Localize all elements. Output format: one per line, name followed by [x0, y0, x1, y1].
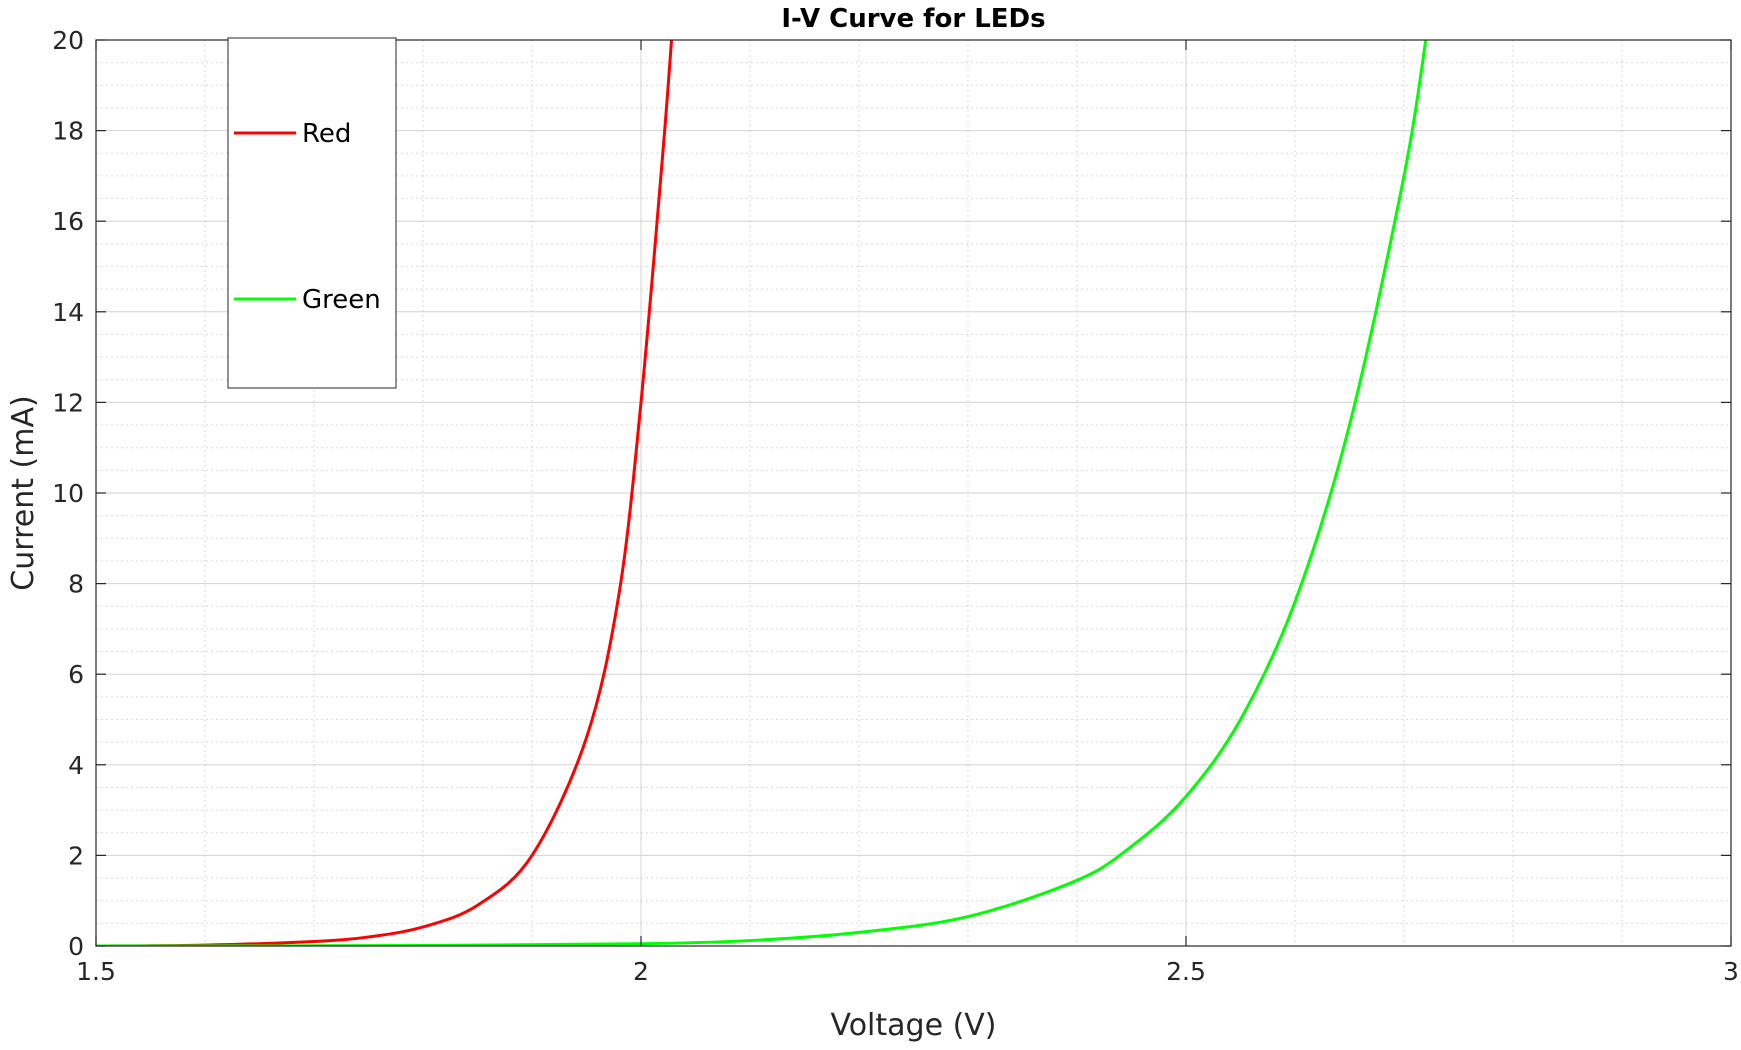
y-tick-label: 14 — [52, 298, 84, 327]
y-tick-label: 8 — [68, 570, 84, 599]
chart-title: I-V Curve for LEDs — [781, 4, 1045, 34]
y-tick-label: 16 — [52, 207, 84, 236]
series-line-red — [96, 40, 674, 946]
x-axis-label: Voltage (V) — [831, 1008, 997, 1043]
x-tick-label: 2.5 — [1166, 957, 1206, 986]
legend: Red Green — [227, 37, 397, 389]
y-tick-label: 0 — [68, 932, 84, 961]
y-tick-label: 12 — [52, 388, 84, 417]
y-tick-label: 20 — [52, 26, 84, 55]
series-lines — [96, 40, 1428, 946]
y-tick-label: 18 — [52, 117, 84, 146]
axis-ticks: 1.5 2 2.5 3 0 2 4 6 8 10 12 14 16 18 20 — [52, 26, 1739, 986]
y-tick-label: 2 — [68, 841, 84, 870]
y-tick-label: 6 — [68, 660, 84, 689]
y-tick-label: 10 — [52, 479, 84, 508]
series-line-green — [96, 40, 1428, 946]
minor-grid — [96, 40, 1731, 946]
y-tick-label: 4 — [68, 751, 84, 780]
legend-label-green: Green — [302, 285, 381, 315]
x-tick-label: 3 — [1723, 957, 1739, 986]
x-tick-label: 1.5 — [76, 957, 116, 986]
x-tick-label: 2 — [633, 957, 649, 986]
legend-label-red: Red — [302, 119, 351, 149]
legend-box — [227, 37, 397, 389]
y-axis-label: Current (mA) — [6, 395, 41, 590]
